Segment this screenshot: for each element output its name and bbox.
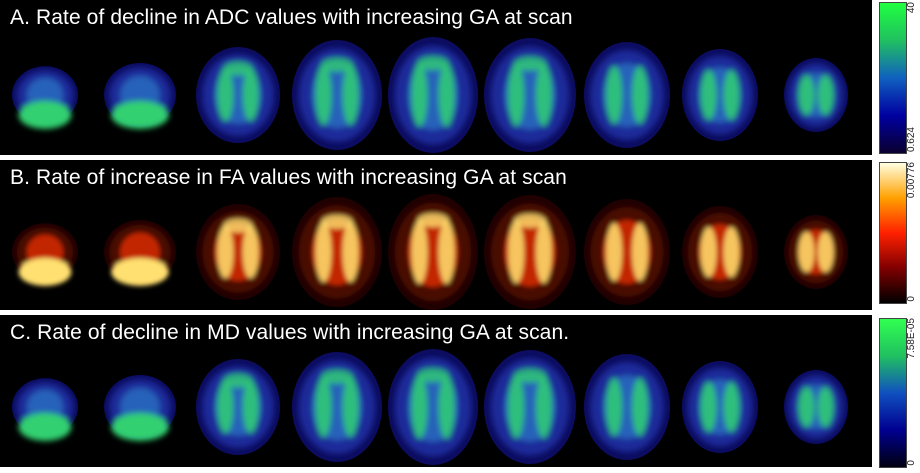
colorbar-adc-gradient bbox=[879, 2, 907, 154]
brain-slice bbox=[584, 354, 670, 460]
brain-slice bbox=[584, 42, 670, 148]
brain-slice bbox=[784, 58, 848, 132]
brain-slice bbox=[388, 349, 478, 465]
brain-slice bbox=[484, 350, 576, 464]
brain-slice bbox=[104, 220, 176, 286]
brain-slice bbox=[584, 199, 670, 305]
brain-slice bbox=[12, 378, 78, 441]
brain-slice bbox=[104, 63, 176, 129]
colorbar-md: 7.58E-05 0 bbox=[875, 318, 920, 468]
colorbar-adc-max: 40 bbox=[906, 2, 917, 14]
panel-title-fa: B. Rate of increase in FA values with in… bbox=[10, 166, 567, 189]
colorbar-md-gradient bbox=[879, 318, 907, 468]
colorbar-fa: 0.00776 0 bbox=[875, 162, 920, 304]
brain-slice bbox=[484, 195, 576, 309]
brain-slice bbox=[682, 361, 758, 453]
panel-adc: A. Rate of decline in ADC values with in… bbox=[0, 0, 872, 155]
panel-fa: B. Rate of increase in FA values with in… bbox=[0, 160, 872, 310]
brain-slice bbox=[196, 47, 280, 143]
brain-slice bbox=[292, 197, 382, 307]
colorbar-adc: 40 0.624 bbox=[875, 2, 920, 154]
brain-slice bbox=[784, 370, 848, 444]
brain-slice bbox=[484, 38, 576, 152]
brain-slice bbox=[196, 359, 280, 455]
brain-slice bbox=[12, 223, 78, 286]
panel-md: C. Rate of decline in MD values with inc… bbox=[0, 315, 872, 467]
colorbar-adc-min: 0.624 bbox=[906, 126, 917, 152]
brain-slice bbox=[196, 204, 280, 300]
brain-slice bbox=[292, 352, 382, 462]
brain-slice bbox=[292, 40, 382, 150]
brain-slice bbox=[12, 66, 78, 129]
adc-slices bbox=[12, 37, 848, 153]
colorbar-md-max: 7.58E-05 bbox=[906, 318, 917, 359]
brain-slice bbox=[682, 49, 758, 141]
brain-slice bbox=[784, 215, 848, 289]
brain-slice bbox=[388, 194, 478, 310]
fa-slices bbox=[12, 194, 848, 310]
brain-slice bbox=[104, 375, 176, 441]
colorbar-fa-gradient bbox=[879, 162, 907, 304]
brain-slice bbox=[388, 37, 478, 153]
colorbar-fa-max: 0.00776 bbox=[906, 162, 917, 199]
colorbar-fa-min: 0 bbox=[906, 296, 917, 302]
panel-title-adc: A. Rate of decline in ADC values with in… bbox=[10, 6, 573, 29]
brain-slice bbox=[682, 206, 758, 298]
panel-title-md: C. Rate of decline in MD values with inc… bbox=[10, 321, 570, 344]
md-slices bbox=[12, 349, 848, 465]
colorbar-md-min: 0 bbox=[906, 460, 917, 466]
